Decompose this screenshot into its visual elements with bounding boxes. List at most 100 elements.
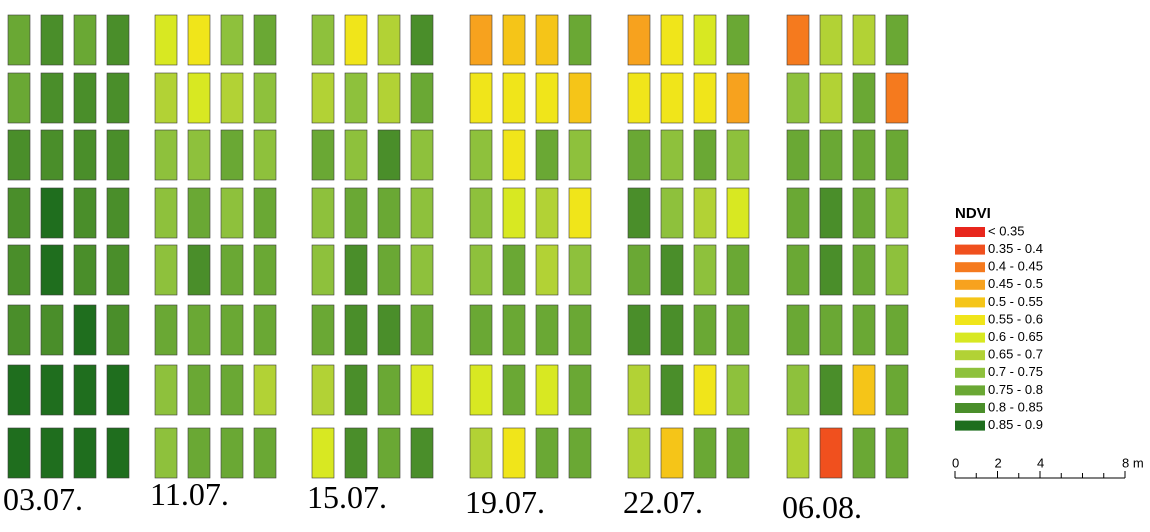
legend-label: 0.5 - 0.55 <box>988 294 1043 309</box>
plot <box>220 244 244 296</box>
plot <box>885 187 909 239</box>
plot <box>410 364 434 416</box>
plot <box>786 72 810 124</box>
legend-label: 0.65 - 0.7 <box>988 347 1043 362</box>
plot <box>7 364 31 416</box>
plot <box>627 14 651 66</box>
plot <box>502 129 526 181</box>
plot <box>469 244 493 296</box>
plot <box>502 427 526 479</box>
plot <box>568 129 592 181</box>
plot <box>410 304 434 356</box>
plot <box>660 427 684 479</box>
plot <box>410 14 434 66</box>
plot <box>311 427 335 479</box>
plot <box>344 244 368 296</box>
plot <box>627 244 651 296</box>
plot <box>568 304 592 356</box>
legend-swatch <box>955 244 985 255</box>
plot <box>627 304 651 356</box>
plot <box>410 427 434 479</box>
plot <box>535 427 559 479</box>
plot <box>377 304 401 356</box>
plot <box>253 244 277 296</box>
plot <box>106 244 130 296</box>
plot <box>7 14 31 66</box>
plot <box>693 304 717 356</box>
plot <box>660 72 684 124</box>
legend-swatch <box>955 403 985 413</box>
plot <box>502 72 526 124</box>
plot <box>154 187 178 239</box>
plot <box>377 427 401 479</box>
plot <box>535 244 559 296</box>
plot <box>535 14 559 66</box>
plot <box>885 364 909 416</box>
legend-swatch <box>955 262 985 273</box>
plot <box>819 364 843 416</box>
plot <box>885 244 909 296</box>
plot <box>693 129 717 181</box>
plot <box>535 304 559 356</box>
plot <box>73 14 97 66</box>
plot <box>568 72 592 124</box>
legend-label: 0.6 - 0.65 <box>988 329 1043 344</box>
plot <box>568 364 592 416</box>
plot <box>627 72 651 124</box>
plot <box>106 304 130 356</box>
plot <box>819 244 843 296</box>
plot <box>187 427 211 479</box>
plot <box>726 364 750 416</box>
plot <box>311 129 335 181</box>
legend-label: 0.4 - 0.45 <box>988 259 1043 274</box>
plot <box>693 14 717 66</box>
plot <box>627 427 651 479</box>
plot <box>344 72 368 124</box>
plot <box>502 14 526 66</box>
plot <box>73 304 97 356</box>
plot <box>106 14 130 66</box>
plot <box>344 304 368 356</box>
date-label: 19.07. <box>465 484 545 520</box>
plot <box>693 72 717 124</box>
plot <box>311 14 335 66</box>
plot <box>253 14 277 66</box>
plot <box>220 129 244 181</box>
plot <box>220 304 244 356</box>
plot <box>852 244 876 296</box>
legend-swatch <box>955 315 985 325</box>
plot <box>410 244 434 296</box>
plot <box>819 129 843 181</box>
plot <box>469 72 493 124</box>
plot <box>377 364 401 416</box>
plot <box>469 14 493 66</box>
plot <box>660 244 684 296</box>
plot <box>40 244 64 296</box>
plot <box>106 72 130 124</box>
legend-label: 0.45 - 0.5 <box>988 276 1043 291</box>
plot <box>693 244 717 296</box>
plot <box>786 187 810 239</box>
plot <box>253 304 277 356</box>
plot <box>786 304 810 356</box>
plot <box>311 244 335 296</box>
plot <box>253 364 277 416</box>
plot <box>73 129 97 181</box>
plot <box>469 304 493 356</box>
plot <box>660 304 684 356</box>
plot <box>311 304 335 356</box>
plot <box>726 14 750 66</box>
plot <box>7 427 31 479</box>
date-label: 22.07. <box>623 484 703 520</box>
plot <box>220 364 244 416</box>
plot <box>469 187 493 239</box>
legend-label: 0.7 - 0.75 <box>988 364 1043 379</box>
plot <box>73 244 97 296</box>
plot <box>885 427 909 479</box>
plot <box>627 129 651 181</box>
plot <box>377 72 401 124</box>
plot <box>502 304 526 356</box>
plot <box>885 304 909 356</box>
plot <box>819 72 843 124</box>
